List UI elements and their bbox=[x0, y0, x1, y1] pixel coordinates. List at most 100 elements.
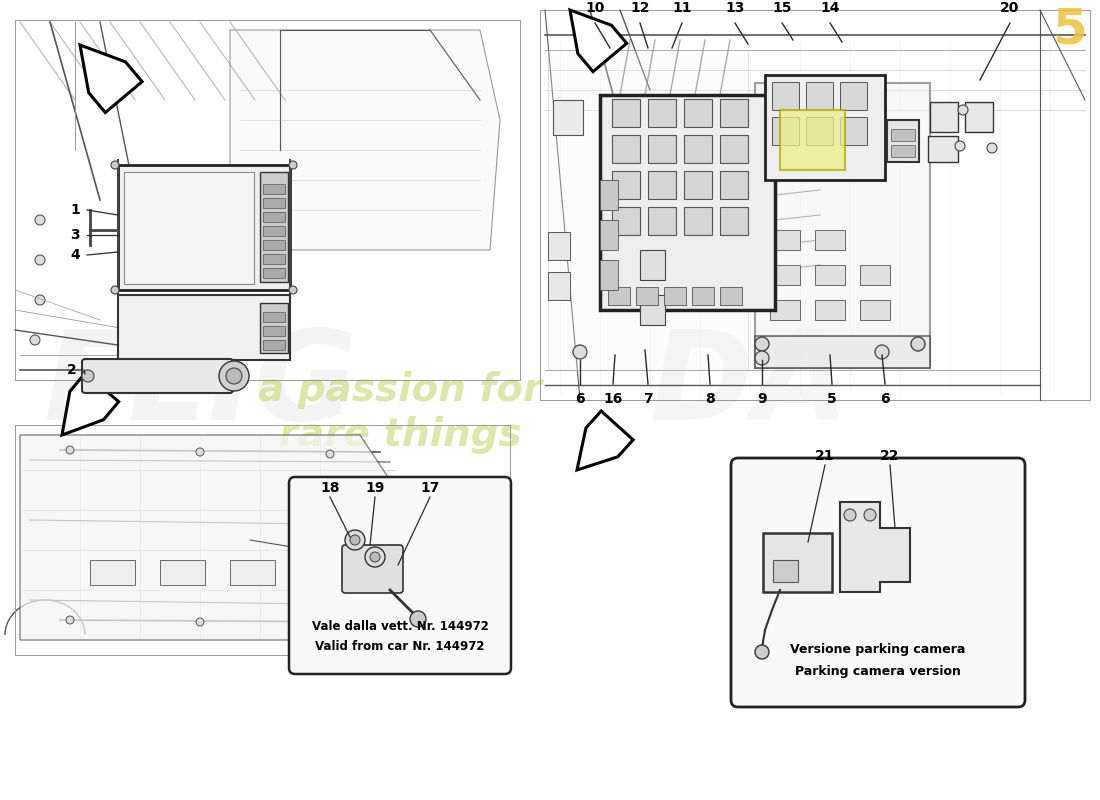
FancyBboxPatch shape bbox=[612, 99, 640, 127]
FancyBboxPatch shape bbox=[891, 145, 915, 157]
FancyBboxPatch shape bbox=[806, 117, 833, 145]
FancyBboxPatch shape bbox=[600, 95, 775, 310]
FancyBboxPatch shape bbox=[770, 230, 800, 250]
Text: 3: 3 bbox=[70, 228, 80, 242]
FancyBboxPatch shape bbox=[692, 287, 714, 305]
Text: Vale dalla vett. Nr. 144972: Vale dalla vett. Nr. 144972 bbox=[311, 619, 488, 633]
Circle shape bbox=[958, 105, 968, 115]
FancyBboxPatch shape bbox=[720, 171, 748, 199]
Text: DA: DA bbox=[650, 325, 850, 446]
FancyBboxPatch shape bbox=[636, 287, 658, 305]
FancyBboxPatch shape bbox=[82, 359, 233, 393]
FancyBboxPatch shape bbox=[887, 120, 918, 162]
FancyBboxPatch shape bbox=[640, 295, 666, 325]
FancyBboxPatch shape bbox=[806, 82, 833, 110]
FancyBboxPatch shape bbox=[263, 254, 285, 264]
FancyBboxPatch shape bbox=[263, 212, 285, 222]
Circle shape bbox=[410, 611, 426, 627]
FancyBboxPatch shape bbox=[263, 198, 285, 208]
Text: 15: 15 bbox=[772, 1, 792, 15]
FancyBboxPatch shape bbox=[780, 110, 845, 170]
FancyBboxPatch shape bbox=[553, 100, 583, 135]
FancyBboxPatch shape bbox=[548, 272, 570, 300]
Circle shape bbox=[35, 255, 45, 265]
FancyBboxPatch shape bbox=[600, 180, 618, 210]
Polygon shape bbox=[80, 45, 142, 113]
FancyBboxPatch shape bbox=[755, 83, 930, 368]
FancyBboxPatch shape bbox=[684, 171, 712, 199]
Text: a passion for: a passion for bbox=[257, 371, 542, 409]
FancyBboxPatch shape bbox=[720, 207, 748, 235]
FancyBboxPatch shape bbox=[684, 99, 712, 127]
FancyBboxPatch shape bbox=[815, 230, 845, 250]
Text: 9: 9 bbox=[757, 392, 767, 406]
FancyBboxPatch shape bbox=[684, 135, 712, 163]
FancyBboxPatch shape bbox=[772, 82, 799, 110]
Text: Valid from car Nr. 144972: Valid from car Nr. 144972 bbox=[316, 639, 485, 653]
FancyBboxPatch shape bbox=[860, 265, 890, 285]
Text: 11: 11 bbox=[672, 1, 692, 15]
FancyBboxPatch shape bbox=[755, 336, 930, 368]
Circle shape bbox=[955, 141, 965, 151]
Text: 14: 14 bbox=[821, 1, 839, 15]
Polygon shape bbox=[840, 502, 910, 592]
Circle shape bbox=[911, 337, 925, 351]
Circle shape bbox=[370, 552, 379, 562]
Text: 1: 1 bbox=[70, 203, 80, 217]
FancyBboxPatch shape bbox=[260, 172, 288, 282]
FancyBboxPatch shape bbox=[928, 136, 958, 162]
FancyBboxPatch shape bbox=[263, 312, 285, 322]
FancyBboxPatch shape bbox=[230, 560, 275, 585]
FancyBboxPatch shape bbox=[640, 250, 666, 280]
Polygon shape bbox=[230, 30, 500, 250]
FancyBboxPatch shape bbox=[342, 545, 403, 593]
FancyBboxPatch shape bbox=[965, 102, 993, 132]
Text: 5: 5 bbox=[827, 392, 837, 406]
FancyBboxPatch shape bbox=[118, 295, 290, 360]
FancyBboxPatch shape bbox=[608, 287, 630, 305]
Circle shape bbox=[844, 509, 856, 521]
Text: 6: 6 bbox=[880, 392, 890, 406]
Text: 22: 22 bbox=[880, 449, 900, 463]
FancyBboxPatch shape bbox=[773, 560, 798, 582]
Polygon shape bbox=[578, 411, 634, 470]
Text: 5: 5 bbox=[1053, 6, 1088, 54]
Circle shape bbox=[226, 368, 242, 384]
FancyBboxPatch shape bbox=[124, 172, 254, 284]
Text: 18: 18 bbox=[320, 481, 340, 495]
FancyBboxPatch shape bbox=[612, 171, 640, 199]
Text: 21: 21 bbox=[815, 449, 835, 463]
Circle shape bbox=[30, 335, 40, 345]
FancyBboxPatch shape bbox=[840, 117, 867, 145]
Circle shape bbox=[345, 530, 365, 550]
FancyBboxPatch shape bbox=[263, 184, 285, 194]
FancyBboxPatch shape bbox=[772, 117, 799, 145]
Circle shape bbox=[111, 286, 119, 294]
Text: 16: 16 bbox=[603, 392, 623, 406]
Polygon shape bbox=[62, 374, 119, 435]
FancyBboxPatch shape bbox=[891, 129, 915, 141]
FancyBboxPatch shape bbox=[260, 303, 288, 353]
FancyBboxPatch shape bbox=[263, 240, 285, 250]
Polygon shape bbox=[570, 10, 627, 72]
FancyBboxPatch shape bbox=[600, 260, 618, 290]
Text: 19: 19 bbox=[365, 481, 385, 495]
FancyBboxPatch shape bbox=[289, 477, 512, 674]
Text: 13: 13 bbox=[725, 1, 745, 15]
Circle shape bbox=[987, 143, 997, 153]
FancyBboxPatch shape bbox=[770, 265, 800, 285]
Text: ELIG: ELIG bbox=[43, 325, 358, 446]
FancyBboxPatch shape bbox=[815, 265, 845, 285]
Circle shape bbox=[196, 618, 204, 626]
Circle shape bbox=[219, 361, 249, 391]
FancyBboxPatch shape bbox=[648, 135, 676, 163]
Text: Parking camera version: Parking camera version bbox=[795, 666, 961, 678]
Circle shape bbox=[365, 547, 385, 567]
Circle shape bbox=[111, 161, 119, 169]
FancyBboxPatch shape bbox=[263, 326, 285, 336]
Circle shape bbox=[864, 509, 876, 521]
FancyBboxPatch shape bbox=[684, 207, 712, 235]
Circle shape bbox=[755, 645, 769, 659]
Text: 4: 4 bbox=[70, 248, 80, 262]
FancyBboxPatch shape bbox=[612, 135, 640, 163]
